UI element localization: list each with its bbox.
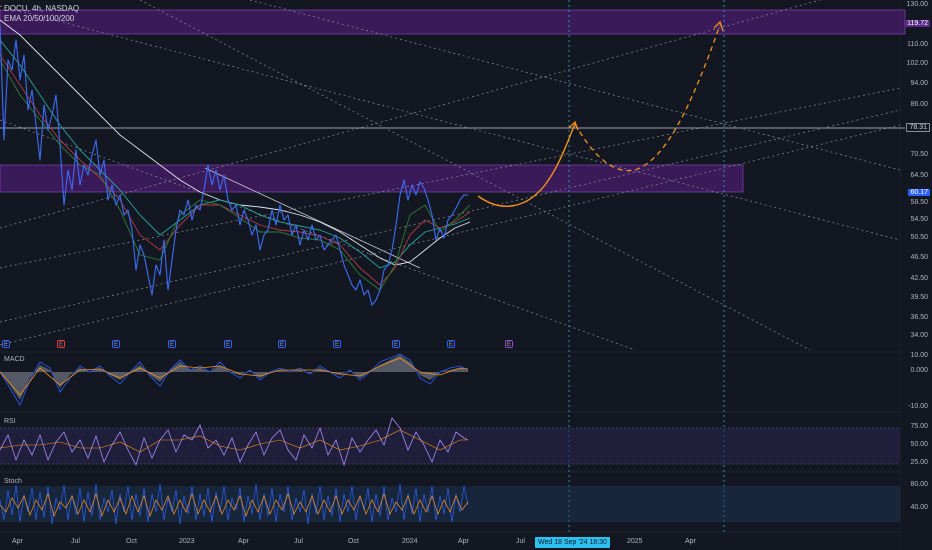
macd-line — [0, 353, 469, 406]
trend-channels[interactable] — [0, 0, 901, 351]
price-label: 70.50 — [910, 151, 928, 158]
price-label: 94.00 — [910, 80, 928, 87]
price-label: 64.50 — [910, 172, 928, 179]
price-label: 110.00 — [907, 41, 928, 48]
grid — [0, 0, 901, 550]
price-label: 102.00 — [906, 60, 928, 67]
time-label: Oct — [348, 538, 359, 545]
price-label: 34.00 — [910, 332, 928, 339]
time-label: Jul — [516, 538, 525, 545]
ema-200-line — [0, 19, 471, 266]
stoch-axis-label: 80.00 — [910, 481, 928, 488]
price-label: 36.50 — [910, 314, 928, 321]
earnings-event-icon[interactable]: E — [112, 340, 120, 348]
last-price-tag: 60.17 — [908, 189, 930, 196]
projection-arrow-2 — [713, 20, 724, 32]
earnings-event-icon[interactable]: E — [224, 340, 232, 348]
stoch-axis-label: 40.00 — [910, 504, 928, 511]
symbol-title[interactable]: DOCU, 4h, NASDAQ — [4, 4, 80, 13]
stoch-d-line — [0, 492, 469, 518]
earnings-event-icon[interactable]: E — [447, 340, 455, 348]
time-label: Apr — [685, 538, 696, 545]
crosshair-time-tooltip: Wed 18 Sep '24 18:30 — [535, 537, 610, 548]
time-label: Apr — [12, 538, 23, 545]
time-label: Oct — [126, 538, 137, 545]
price-label: 50.50 — [910, 234, 928, 241]
time-label: 2025 — [627, 538, 643, 545]
earnings-event-icon[interactable]: E — [57, 340, 65, 348]
price-label: 46.50 — [910, 254, 928, 261]
rsi-axis-label: 75.00 — [910, 423, 928, 430]
stoch-k-line — [0, 483, 469, 525]
earnings-event-icon[interactable]: E — [505, 340, 513, 348]
macd-axis-label: 10.00 — [910, 352, 928, 359]
price-label: 86.00 — [910, 101, 928, 108]
rsi-ma-line — [0, 429, 468, 453]
time-label: 2023 — [179, 538, 195, 545]
time-label: Jul — [294, 538, 303, 545]
earnings-event-icon[interactable]: E — [2, 340, 10, 348]
price-label: 130.00 — [906, 1, 928, 8]
macd-signal-line — [0, 357, 469, 396]
upper-resistance-zone[interactable] — [0, 9, 906, 35]
macd-axis-label: 0.000 — [910, 367, 928, 374]
macd-axis-label: -10.00 — [908, 403, 928, 410]
earnings-event-icon[interactable]: E — [392, 340, 400, 348]
rsi-title[interactable]: RSI — [4, 418, 16, 425]
falling-trendline[interactable] — [204, 167, 421, 269]
rsi-line — [0, 417, 469, 467]
time-label: Apr — [458, 538, 469, 545]
target-price-tag: 119.72 — [905, 20, 930, 27]
price-label: 54.50 — [910, 216, 928, 223]
earnings-event-icon[interactable]: E — [278, 340, 286, 348]
time-label: Apr — [238, 538, 249, 545]
ema-50-line — [0, 54, 471, 286]
macd-title[interactable]: MACD — [4, 356, 25, 363]
rsi-axis-label: 25.00 — [910, 459, 928, 466]
ema-100-line — [0, 39, 471, 269]
earnings-event-icon[interactable]: E — [333, 340, 341, 348]
rsi-axis-label: 50.00 — [910, 441, 928, 448]
price-label: 42.50 — [910, 275, 928, 282]
projection-solid[interactable] — [477, 123, 576, 207]
price-label: 58.50 — [910, 199, 928, 206]
earnings-event-icon[interactable]: E — [168, 340, 176, 348]
level-price-tag: 78.31 — [906, 123, 930, 132]
stoch-title[interactable]: Stoch — [4, 478, 22, 485]
time-label: Jul — [71, 538, 80, 545]
price-label: 39.50 — [910, 294, 928, 301]
price-line[interactable] — [0, 24, 468, 306]
time-label: 2024 — [402, 538, 418, 545]
projection-dashed[interactable] — [574, 24, 721, 172]
ema-indicator-title[interactable]: EMA 20/50/100/200 — [4, 14, 75, 23]
